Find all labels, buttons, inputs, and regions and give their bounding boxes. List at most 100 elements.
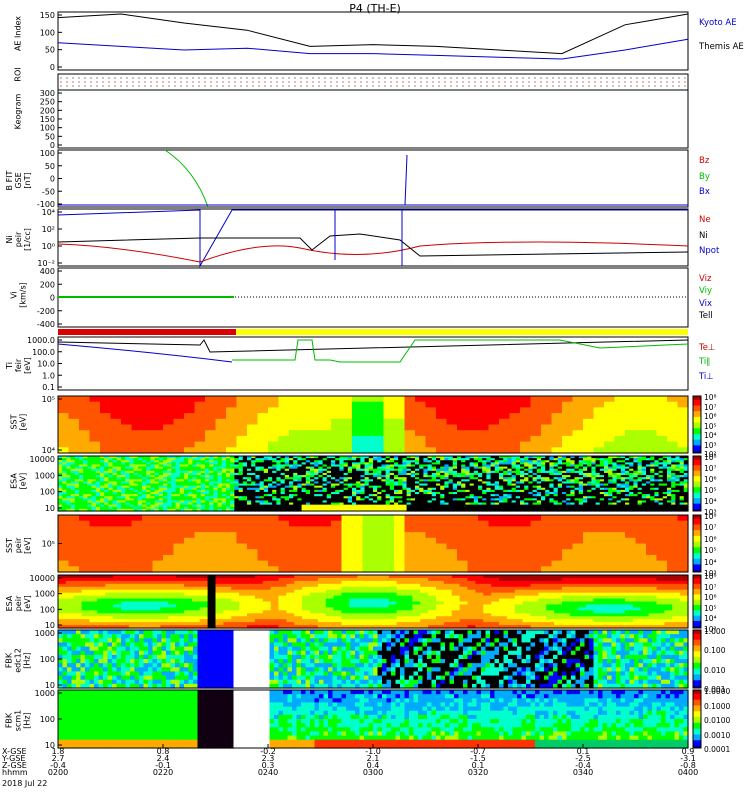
- roi-dot: [84, 85, 86, 87]
- esa2-ytick: 1000: [35, 590, 55, 599]
- ae-series-1: [57, 38, 689, 60]
- roi-dot: [408, 81, 410, 83]
- roi-dot: [462, 77, 464, 79]
- xaxis-tick-label: -0.1: [155, 761, 171, 770]
- roi-dot: [222, 77, 224, 79]
- roi-dot: [444, 77, 446, 79]
- roi-dot: [342, 85, 344, 87]
- roi-dot: [138, 85, 140, 87]
- roi-dot: [156, 77, 158, 79]
- roi-dot: [450, 85, 452, 87]
- vi-ytick: -400: [37, 320, 55, 329]
- roi-dot: [246, 81, 248, 83]
- keo-ylabel: Keogram: [13, 93, 23, 130]
- ni-legend-item: Ne: [699, 215, 711, 225]
- roi-dot: [174, 85, 176, 87]
- xaxis-tick-label: -0.8: [680, 761, 696, 770]
- xaxis-tick-label: 0.4: [366, 761, 380, 770]
- sst2-colorbar-tick: 10³: [704, 569, 717, 578]
- roi-dot: [300, 85, 302, 87]
- roi-dot: [624, 85, 626, 87]
- roi-dot: [672, 81, 674, 83]
- roi-dot: [126, 81, 128, 83]
- xaxis-tick-label: 0400: [677, 768, 699, 777]
- roi-dot: [480, 81, 482, 83]
- sst1-colorbar-tick: 10⁴: [704, 431, 717, 440]
- roi-dot: [348, 81, 350, 83]
- esa2-colorbar-tick: 10⁸: [704, 572, 717, 581]
- roi-dot: [234, 81, 236, 83]
- roi-dot: [354, 77, 356, 79]
- roi-dot: [492, 85, 494, 87]
- roi-dot: [390, 85, 392, 87]
- vi-ytick: -200: [37, 307, 55, 316]
- roi-dot: [684, 85, 686, 87]
- status-bar-red: [58, 329, 236, 335]
- roi-dot: [282, 85, 284, 87]
- roi-dot: [384, 85, 386, 87]
- roi-dot: [210, 85, 212, 87]
- sst1-colorbar-tick: 10⁶: [704, 412, 717, 421]
- roi-dot: [534, 81, 536, 83]
- roi-dot: [72, 85, 74, 87]
- fbk1-ytick: 10: [45, 681, 55, 690]
- xaxis-tick-label: 0320: [467, 768, 489, 777]
- bfit-ytick: -100: [37, 200, 55, 209]
- roi-dot: [150, 77, 152, 79]
- roi-dot: [600, 77, 602, 79]
- roi-dot: [576, 77, 578, 79]
- roi-dot: [168, 85, 170, 87]
- fbk1-ylabel: FBK edc12 [Hz]: [4, 648, 32, 673]
- roi-dot: [264, 81, 266, 83]
- xaxis-tick-label: -3.1: [680, 754, 696, 763]
- roi-dot: [402, 81, 404, 83]
- xaxis-tick-label: 0.1: [576, 747, 590, 756]
- roi-dot: [96, 85, 98, 87]
- roi-dot: [612, 85, 614, 87]
- roi-dot: [324, 85, 326, 87]
- roi-dot: [456, 81, 458, 83]
- roi-dot: [672, 77, 674, 79]
- sst2-colorbar-tick: 10⁵: [704, 546, 717, 556]
- esa1-colorbar-tick: 10⁵: [704, 486, 717, 495]
- te-ytick: 1000.0: [27, 336, 55, 345]
- roi-dot: [630, 77, 632, 79]
- te-perp-trace: [57, 343, 233, 363]
- roi-dot: [258, 85, 260, 87]
- roi-dot: [516, 81, 518, 83]
- roi-dot: [486, 77, 488, 79]
- roi-dot: [300, 77, 302, 79]
- sst1-ytick: 10⁵: [42, 395, 55, 404]
- esa2-colorbar-tick: 10⁷: [704, 582, 717, 592]
- roi-dot: [660, 85, 662, 87]
- roi-dot: [312, 81, 314, 83]
- roi-dot: [192, 77, 194, 79]
- roi-dot: [624, 77, 626, 79]
- roi-dot: [246, 77, 248, 79]
- roi-dot: [306, 85, 308, 87]
- roi-dot: [642, 81, 644, 83]
- roi-dot: [240, 85, 242, 87]
- keo-ytick: 100: [40, 124, 55, 133]
- fbk2-ytick: 1000: [35, 689, 55, 698]
- roi-dot: [384, 81, 386, 83]
- roi-dot: [516, 85, 518, 87]
- roi-dot: [66, 85, 68, 87]
- keo-ytick: 300: [40, 89, 55, 98]
- roi-dot: [564, 85, 566, 87]
- roi-dot: [156, 85, 158, 87]
- ae-ytick: 150: [40, 11, 55, 20]
- roi-dot: [486, 85, 488, 87]
- roi-dot: [480, 85, 482, 87]
- te-tell-trace: [57, 339, 689, 353]
- roi-dot: [528, 77, 530, 79]
- roi-dot: [468, 77, 470, 79]
- roi-dot: [516, 77, 518, 79]
- esa2-frame: [57, 574, 689, 629]
- roi-dot: [462, 81, 464, 83]
- roi-dot: [588, 77, 590, 79]
- roi-dot: [540, 81, 542, 83]
- roi-dot: [162, 77, 164, 79]
- roi-dot: [378, 77, 380, 79]
- roi-dot: [510, 85, 512, 87]
